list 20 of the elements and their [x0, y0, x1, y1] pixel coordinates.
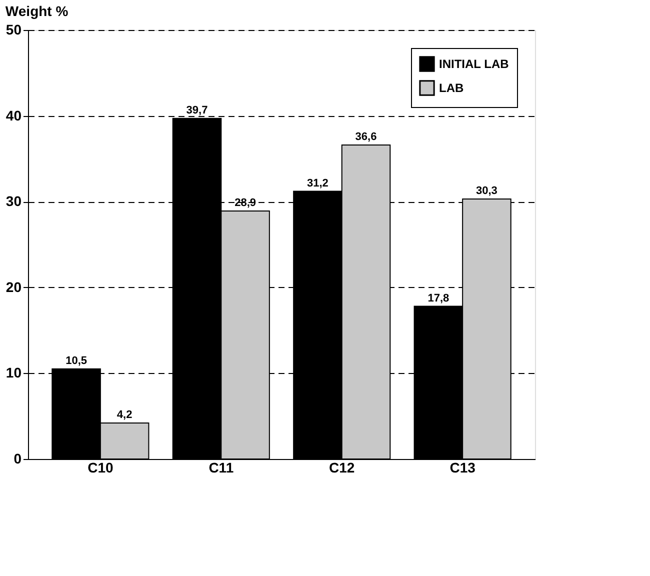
text: 17,8 [428, 292, 450, 304]
text: 31,2 [307, 177, 328, 190]
text: 4,2 [116, 408, 132, 421]
y-tick-label: 20 [6, 278, 22, 295]
text: 10,5 [66, 354, 87, 367]
y-tick-label: 50 [6, 22, 22, 38]
text: 36,6 [355, 130, 377, 143]
x-tick-label: C13 [450, 460, 476, 476]
x-tick-label: C12 [329, 460, 355, 476]
text: 39,7 [186, 104, 208, 116]
y-tick-label: 0 [14, 450, 22, 466]
y-axis-title: Weight % [5, 3, 69, 19]
y-tick-label: 10 [6, 364, 22, 381]
x-tick-label: C11 [208, 460, 234, 476]
text: 30,3 [476, 185, 498, 198]
y-tick-label: 30 [6, 193, 22, 210]
legend-label: LAB [439, 81, 464, 95]
y-tick-label: 40 [6, 107, 22, 124]
x-tick-label: C10 [88, 460, 114, 476]
legend-label: INITIAL LAB [439, 57, 510, 71]
